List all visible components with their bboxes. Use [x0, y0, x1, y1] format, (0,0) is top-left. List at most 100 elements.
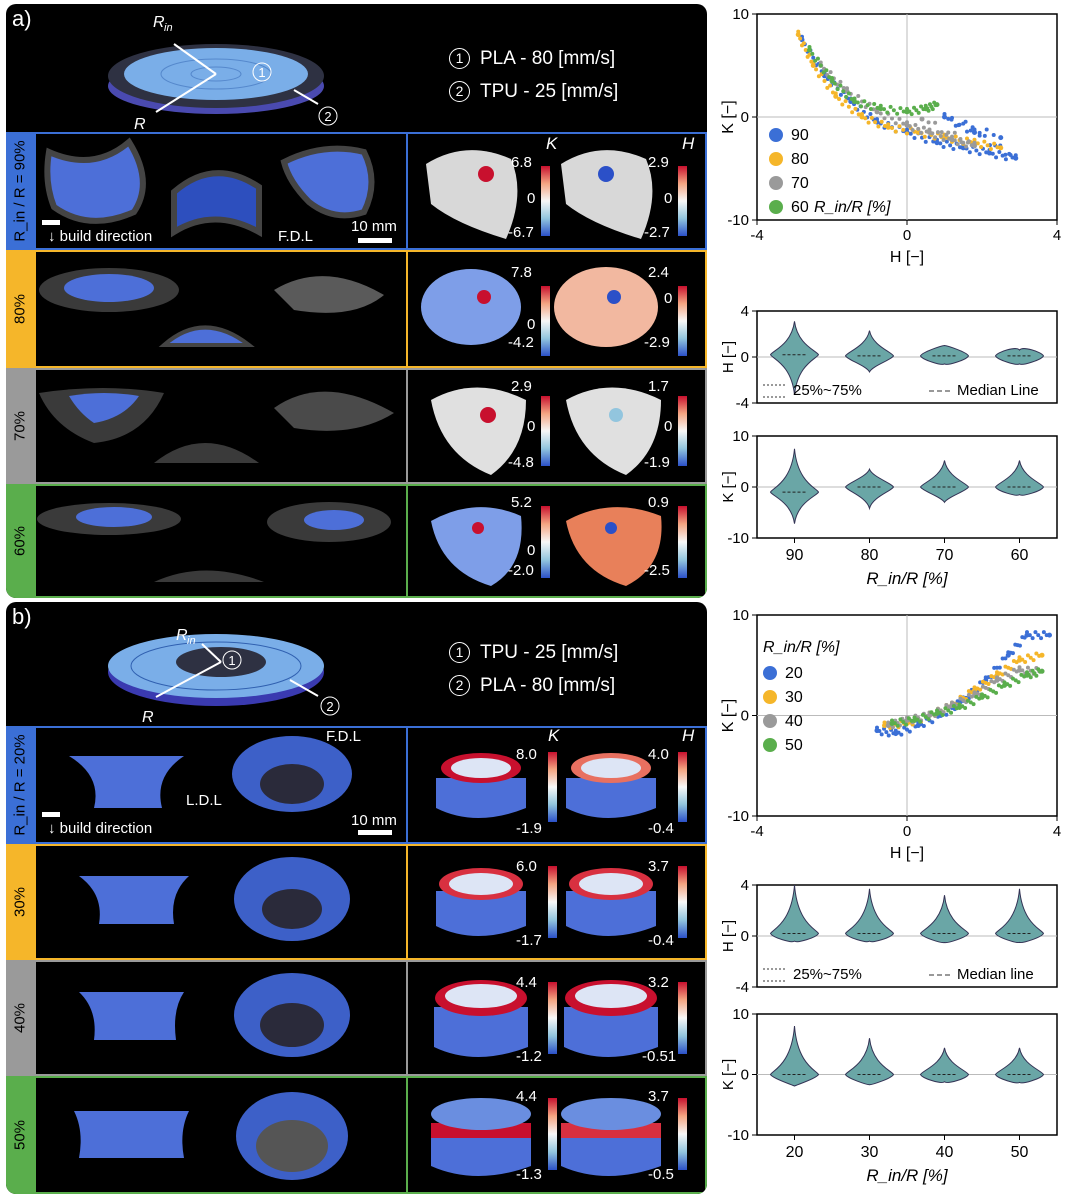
scatter_a-point-80 — [846, 104, 851, 109]
k-max-90: 6.8 — [511, 154, 532, 171]
scatter_a-point-60 — [916, 110, 921, 115]
r-in-label-b: R — [176, 627, 188, 644]
violin_b_K-ylabel: K [−] — [720, 1059, 737, 1090]
violin_a_H-violin-60 — [994, 348, 1045, 365]
scatter_b-point-20 — [1041, 630, 1046, 635]
k-max-70: 2.9 — [511, 378, 532, 395]
row-a-80-label: 80% — [11, 293, 29, 325]
scatter_a-point-90 — [811, 55, 816, 60]
scatter_a-point-90 — [949, 117, 954, 122]
scatter_a-point-70 — [958, 136, 963, 141]
scatter_a-point-80 — [833, 93, 839, 99]
scatter_b-point-40 — [994, 677, 1000, 683]
scatter_b-ylabel: K [−] — [720, 699, 737, 732]
scatter_a-point-80 — [979, 145, 984, 150]
r-in-arrow-b — [201, 643, 222, 663]
scatter_a-point-90 — [944, 139, 949, 144]
scatter_a-point-70 — [938, 134, 943, 139]
scatter_b-point-20 — [944, 712, 949, 717]
scatter_a-point-60 — [919, 104, 924, 109]
scatter_b-point-40 — [927, 713, 932, 718]
scatter_a-point-80 — [822, 78, 827, 83]
violin_a_K-xlabel: R_in/R [%] — [866, 569, 949, 588]
row-b-40-label: 40% — [11, 1002, 29, 1034]
r-arrow-b — [155, 661, 222, 698]
violin_b_K-violin-30 — [844, 1038, 895, 1086]
heatmap-h-20-body — [566, 778, 656, 818]
scatter_a-point-60 — [865, 103, 870, 108]
scatter_a-point-60 — [846, 91, 851, 96]
scatter_a-point-90 — [982, 133, 987, 138]
scatter_a-point-90 — [968, 128, 973, 133]
scatter_a-ytick-label: 0 — [741, 109, 749, 126]
violin_b_H-ytick-label: 4 — [741, 877, 749, 894]
k-min-80: -4.2 — [508, 334, 534, 351]
row-a-80-divider — [406, 250, 408, 368]
scatter_a-point-60 — [862, 99, 867, 104]
scatter_a-ytick-label: -10 — [727, 212, 749, 229]
scatter_a-point-80 — [905, 131, 909, 136]
k-max-40: 4.4 — [516, 974, 537, 991]
scatter_b-point-20 — [1024, 632, 1030, 638]
row-b-40-divider — [406, 960, 408, 1076]
scatter_a-point-70 — [972, 143, 977, 149]
saddle-photo-3 — [280, 145, 375, 219]
cup-photo-30-top-inner — [262, 889, 322, 929]
colorbar-h-40 — [678, 982, 687, 1054]
build-direction-a-text: build direction — [59, 228, 153, 245]
scatter_a-point-90 — [972, 129, 977, 135]
heatmap-k-20-top — [451, 758, 511, 778]
scatter_a-point-80 — [816, 74, 821, 79]
panel-a: a) 1 2 R in R 1 PLA - 80 [mm/s] 2 TPU - 25… — [6, 4, 707, 598]
scatter_a-point-70 — [882, 116, 887, 121]
scatter_a-point-90 — [963, 119, 968, 124]
scatter_a-point-90 — [991, 133, 996, 138]
shell-photo-80-1-inner — [64, 274, 154, 302]
row-b-50: 50% 4.4 -1.3 3.7 -0.5 — [6, 1076, 707, 1194]
k-max-50: 4.4 — [516, 1088, 537, 1105]
panel-b: b) 1 2 R in R 1 TPU - 25 [mm/s] 2 PLA - 80… — [6, 602, 707, 1194]
violin_a_K-xtick-label: 70 — [936, 547, 954, 564]
cup-photo-40-top-inner — [260, 1003, 324, 1047]
k-min-30: -1.7 — [516, 932, 542, 949]
scatter_a-point-90 — [1003, 152, 1008, 157]
violin_b_K-ytick-label: -10 — [727, 1127, 749, 1144]
scatter_a-point-90 — [951, 146, 956, 151]
scatter_a-point-80 — [992, 141, 997, 146]
scatter_b-point-50 — [1039, 668, 1045, 674]
violin_a_K-xtick-label: 80 — [861, 547, 879, 564]
scatter_a-legend-title: R_in/R [%] — [814, 199, 891, 216]
shell-photo-60-1-inner — [76, 507, 152, 527]
heatmap-h-90-dip — [598, 166, 614, 182]
r-label-b: R — [142, 709, 154, 726]
violin_b_H-violin-40 — [919, 895, 970, 944]
shell-photo-60-3-inner — [304, 510, 364, 530]
scatter_a-point-90 — [970, 125, 975, 130]
scatter_a-point-80 — [853, 106, 858, 111]
row-a-60: 60% 5.2 0 -2.0 0.9 -2.5 — [6, 484, 707, 598]
row-b-30-side: 30% — [6, 844, 34, 960]
colorbar-k-20 — [548, 752, 557, 822]
k-title-a: K — [546, 134, 558, 153]
scale-a: 10 mm — [351, 218, 397, 235]
disc-ring-b1 — [130, 641, 302, 691]
row-a-80-box — [34, 250, 707, 368]
scatter_b-point-50 — [963, 705, 968, 710]
scatter_a-point-90 — [984, 127, 989, 132]
heatmap-k-70 — [431, 387, 526, 475]
scatter_b-point-20 — [1033, 630, 1038, 635]
scatter_b-point-50 — [949, 710, 954, 715]
violin_b_K-violin-20 — [769, 1026, 820, 1087]
scatter_a-point-80 — [988, 146, 993, 151]
scatter_b-point-20 — [884, 730, 889, 735]
heatmap-k-60-peak — [472, 522, 484, 534]
scatter_a-legend-marker-60 — [769, 200, 783, 214]
violin_a_K-violin-90 — [769, 448, 820, 524]
scatter_b-point-30 — [1023, 659, 1028, 664]
violin_b_H-ytick-label: -4 — [736, 979, 749, 996]
scatter_a-legend-label-70: 70 — [791, 175, 809, 192]
violin_b_K-xtick-label: 40 — [936, 1144, 954, 1161]
legend-b-2-num: 2 — [449, 675, 470, 697]
scatter_a-point-70 — [897, 116, 902, 121]
scatter_b-point-50 — [971, 702, 976, 707]
